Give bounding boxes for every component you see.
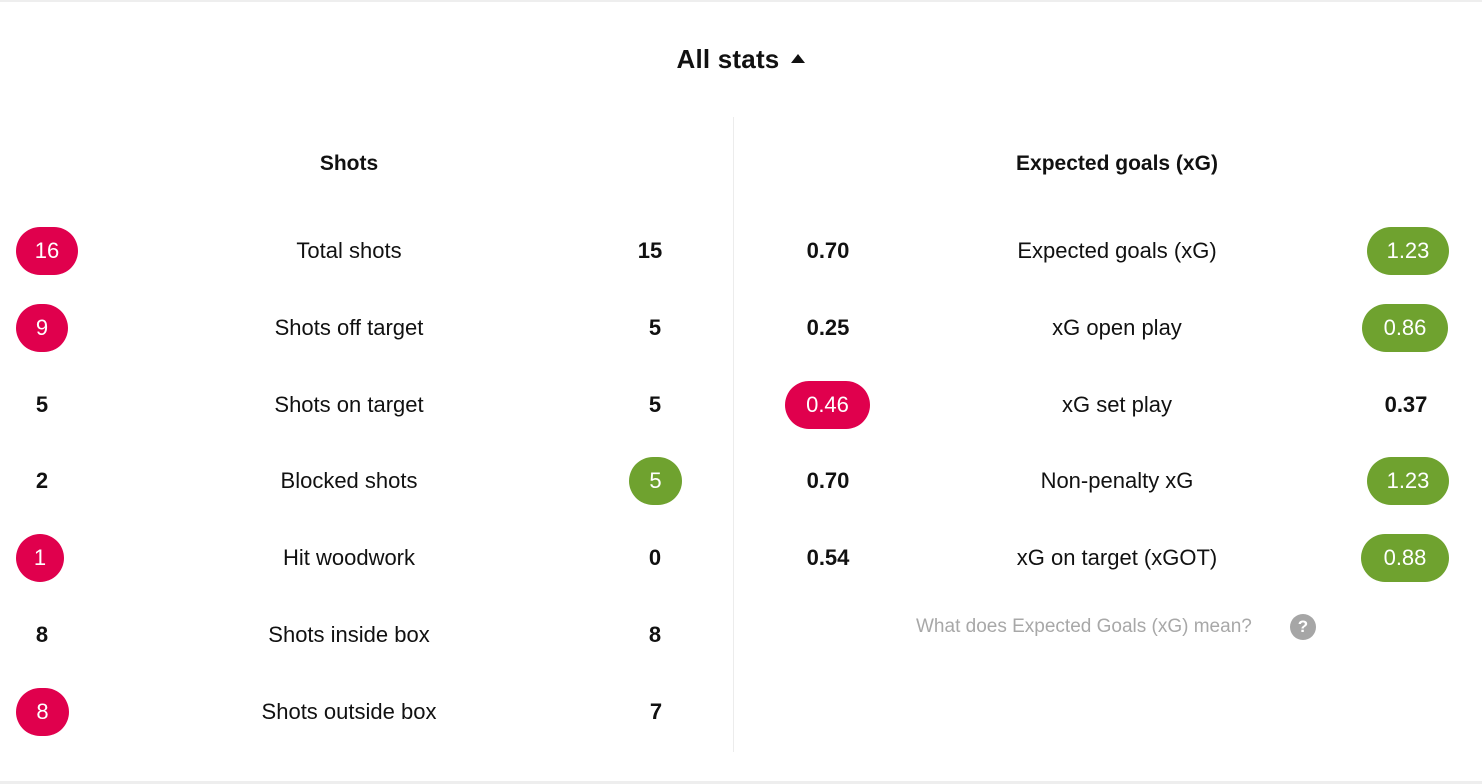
away-value: 7 bbox=[649, 699, 663, 724]
stat-row-xg-open-play: 0.25 xG open play 0.86 bbox=[734, 303, 1482, 353]
stat-row-blocked-shots: 2 Blocked shots 5 bbox=[0, 456, 733, 506]
stat-row-xg-on-target: 0.54 xG on target (xGOT) 0.88 bbox=[734, 533, 1482, 583]
away-value: 15 bbox=[637, 238, 663, 263]
stat-row-non-penalty-xg: 0.70 Non-penalty xG 1.23 bbox=[734, 456, 1482, 506]
stat-label: Hit woodwork bbox=[282, 545, 416, 570]
stats-header[interactable]: All stats bbox=[0, 44, 1482, 75]
stat-label: xG set play bbox=[1061, 392, 1173, 417]
home-value: 0.25 bbox=[806, 315, 850, 340]
home-value: 8 bbox=[35, 622, 49, 647]
stat-row-shots-inside-box: 8 Shots inside box 8 bbox=[0, 610, 733, 660]
stat-label: Shots outside box bbox=[261, 699, 437, 724]
caret-up-icon[interactable] bbox=[791, 54, 806, 63]
away-value: 8 bbox=[648, 622, 662, 647]
shots-section-title: Shots bbox=[319, 152, 379, 175]
home-value: 0.46 bbox=[785, 381, 870, 429]
away-value: 1.23 bbox=[1367, 227, 1449, 275]
stat-row-total-shots: 16 Total shots 15 bbox=[0, 226, 733, 276]
away-value: 0.86 bbox=[1362, 304, 1448, 352]
stat-label: Non-penalty xG bbox=[1040, 468, 1194, 493]
xg-section-title: Expected goals (xG) bbox=[1016, 152, 1218, 175]
question-mark-icon[interactable]: ? bbox=[1290, 614, 1316, 640]
stat-row-shots-on-target: 5 Shots on target 5 bbox=[0, 380, 733, 430]
home-value: 9 bbox=[16, 304, 68, 352]
away-value: 5 bbox=[629, 457, 682, 505]
home-value: 8 bbox=[16, 688, 69, 736]
away-value: 0 bbox=[648, 545, 662, 570]
home-value: 0.70 bbox=[806, 468, 850, 493]
away-value: 0.88 bbox=[1361, 534, 1449, 582]
xg-help-link[interactable]: What does Expected Goals (xG) mean? bbox=[916, 616, 1252, 637]
stat-row-shots-outside-box: 8 Shots outside box 7 bbox=[0, 687, 733, 737]
stat-label: Shots inside box bbox=[268, 622, 430, 647]
stat-row-shots-off-target: 9 Shots off target 5 bbox=[0, 303, 733, 353]
away-value: 5 bbox=[648, 392, 662, 417]
stat-label: Shots on target bbox=[274, 392, 424, 417]
home-value: 5 bbox=[35, 392, 49, 417]
away-value: 5 bbox=[648, 315, 662, 340]
column-divider bbox=[733, 117, 734, 752]
stat-label: xG on target (xGOT) bbox=[1016, 545, 1218, 570]
home-value: 2 bbox=[35, 468, 49, 493]
home-value: 0.70 bbox=[806, 238, 850, 263]
stat-row-xg-set-play: 0.46 xG set play 0.37 bbox=[734, 380, 1482, 430]
away-value: 1.23 bbox=[1367, 457, 1449, 505]
stat-label: Shots off target bbox=[274, 315, 424, 340]
stat-row-hit-woodwork: 1 Hit woodwork 0 bbox=[0, 533, 733, 583]
stat-label: xG open play bbox=[1052, 315, 1182, 340]
away-value: 0.37 bbox=[1384, 392, 1428, 417]
stat-label: Expected goals (xG) bbox=[1017, 238, 1217, 263]
stat-label: Total shots bbox=[296, 238, 402, 263]
stat-label: Blocked shots bbox=[280, 468, 418, 493]
home-value: 0.54 bbox=[806, 545, 850, 570]
home-value: 1 bbox=[16, 534, 64, 582]
stat-row-expected-goals: 0.70 Expected goals (xG) 1.23 bbox=[734, 226, 1482, 276]
home-value: 16 bbox=[16, 227, 78, 275]
all-stats-title[interactable]: All stats bbox=[676, 44, 780, 74]
